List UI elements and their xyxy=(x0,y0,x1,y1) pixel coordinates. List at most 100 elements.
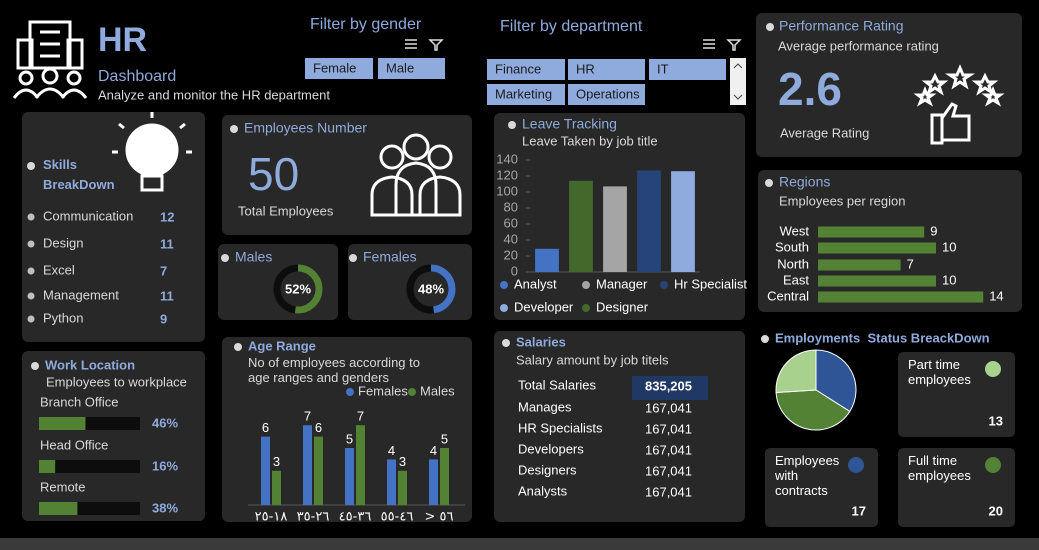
y-tick-label: 140 xyxy=(496,151,518,166)
legend-marker xyxy=(660,281,668,289)
slicer-button[interactable]: Operations xyxy=(568,84,645,105)
skill-value: 9 xyxy=(160,311,167,326)
bullet xyxy=(349,254,357,262)
data-label: 5 xyxy=(346,431,353,446)
slicer-button-bg[interactable] xyxy=(305,58,373,79)
kpi-label: Average Rating xyxy=(780,125,869,140)
bulb-icon xyxy=(112,112,192,192)
bullet xyxy=(502,339,510,347)
bar xyxy=(603,186,627,272)
data-label: 16% xyxy=(152,458,178,473)
salary-value: 167,041 xyxy=(645,484,692,499)
legend-marker xyxy=(346,388,354,396)
y-tick-label: 40 xyxy=(504,231,518,246)
slicer-button[interactable]: HR xyxy=(568,59,645,80)
legend-marker xyxy=(500,304,508,312)
progress-track xyxy=(39,460,140,473)
text-line: Employees xyxy=(775,453,840,468)
bullet xyxy=(508,121,516,129)
bar xyxy=(818,291,984,303)
category-label: Branch Office xyxy=(40,394,119,409)
slicer-button-label[interactable]: Finance xyxy=(495,61,541,76)
slicer-button-label[interactable]: Male xyxy=(386,60,414,75)
chart-title: Males xyxy=(235,249,272,265)
slicer-button-label[interactable]: Operations xyxy=(576,86,640,101)
kpi-label: Total Employees xyxy=(238,203,334,218)
status-label: Employees with contracts xyxy=(774,453,840,498)
slicer-button-bg[interactable] xyxy=(378,58,445,79)
filter-title: Filter by department xyxy=(500,18,643,35)
bar xyxy=(535,248,559,272)
y-tick-label: West xyxy=(780,223,810,238)
slicer-button-bg[interactable] xyxy=(568,59,645,80)
bar xyxy=(303,425,312,505)
card-title: Skills BreakDown xyxy=(43,157,115,192)
skill-label: Design xyxy=(43,235,83,250)
chart-title: Age Range xyxy=(248,338,316,353)
slicer-button-label[interactable]: HR xyxy=(576,61,595,76)
bar xyxy=(356,425,365,505)
text-line: employees xyxy=(908,372,971,387)
legend-marker xyxy=(408,388,416,396)
bar xyxy=(818,242,936,254)
slicer-button[interactable]: Finance xyxy=(487,59,565,80)
card xyxy=(222,337,472,522)
slicer-button[interactable]: IT xyxy=(649,59,726,80)
slicer-button[interactable]: Female xyxy=(305,58,373,79)
slicer-button-bg[interactable] xyxy=(649,59,726,80)
x-tick-label: ٢٦-٣٥ xyxy=(297,510,330,525)
status-label: Full time employees xyxy=(908,453,971,483)
scrollbar[interactable] xyxy=(730,58,746,105)
text-line: employees xyxy=(908,468,971,483)
chart-subtitle: No of employees according to age ranges a… xyxy=(248,355,420,385)
status-label: Part time employees xyxy=(908,357,971,387)
gauge-label: 52% xyxy=(285,281,311,296)
slicer-button-bg[interactable] xyxy=(487,59,565,80)
slicer-button-label[interactable]: Female xyxy=(313,60,356,75)
skill-value: 11 xyxy=(160,288,174,303)
data-label: 7 xyxy=(907,256,914,271)
text-line: contracts xyxy=(775,483,828,498)
data-label: 38% xyxy=(152,500,178,515)
bullet xyxy=(27,267,35,275)
y-tick-label: North xyxy=(777,256,809,271)
data-label: 6 xyxy=(262,420,269,435)
card-title: Performance Rating xyxy=(779,18,904,34)
slicer-icons[interactable] xyxy=(405,39,742,51)
bullet xyxy=(230,125,238,133)
y-tick-label: 100 xyxy=(496,183,518,198)
salary-value: 167,041 xyxy=(645,442,692,457)
skill-value: 12 xyxy=(160,209,174,224)
chart-title: Leave Tracking xyxy=(522,116,617,132)
card xyxy=(756,13,1022,157)
slicer-button[interactable]: Male xyxy=(378,58,445,79)
text-line: Full time xyxy=(908,453,957,468)
skill-label: Python xyxy=(43,310,83,325)
legend-label: Females xyxy=(358,383,408,398)
bar xyxy=(272,470,281,505)
data-label: 10 xyxy=(942,272,956,287)
x-tick-label: > ٥٦ xyxy=(425,510,454,525)
gauge-arc xyxy=(294,264,323,314)
bullet xyxy=(761,335,769,343)
salary-label: Analysts xyxy=(518,483,568,498)
bullet xyxy=(27,213,35,221)
data-label: 4 xyxy=(388,443,395,458)
y-tick-label: Central xyxy=(767,288,809,303)
legend-marker xyxy=(582,304,590,312)
kpi-value: 50 xyxy=(248,148,299,200)
salary-value: 167,041 xyxy=(645,400,692,415)
y-tick-label: South xyxy=(775,239,809,254)
category-label: Remote xyxy=(40,479,86,494)
slicer-button-label[interactable]: IT xyxy=(657,61,669,76)
data-label: 46% xyxy=(152,415,178,430)
salary-value: 835,205 xyxy=(645,378,692,393)
bar xyxy=(398,470,407,505)
slicer-button-bg[interactable] xyxy=(487,84,565,105)
slicer-button[interactable]: Marketing xyxy=(487,84,565,105)
slicer-button-label[interactable]: Marketing xyxy=(495,86,552,101)
slicer-button-bg[interactable] xyxy=(568,84,645,105)
bar xyxy=(818,226,925,238)
